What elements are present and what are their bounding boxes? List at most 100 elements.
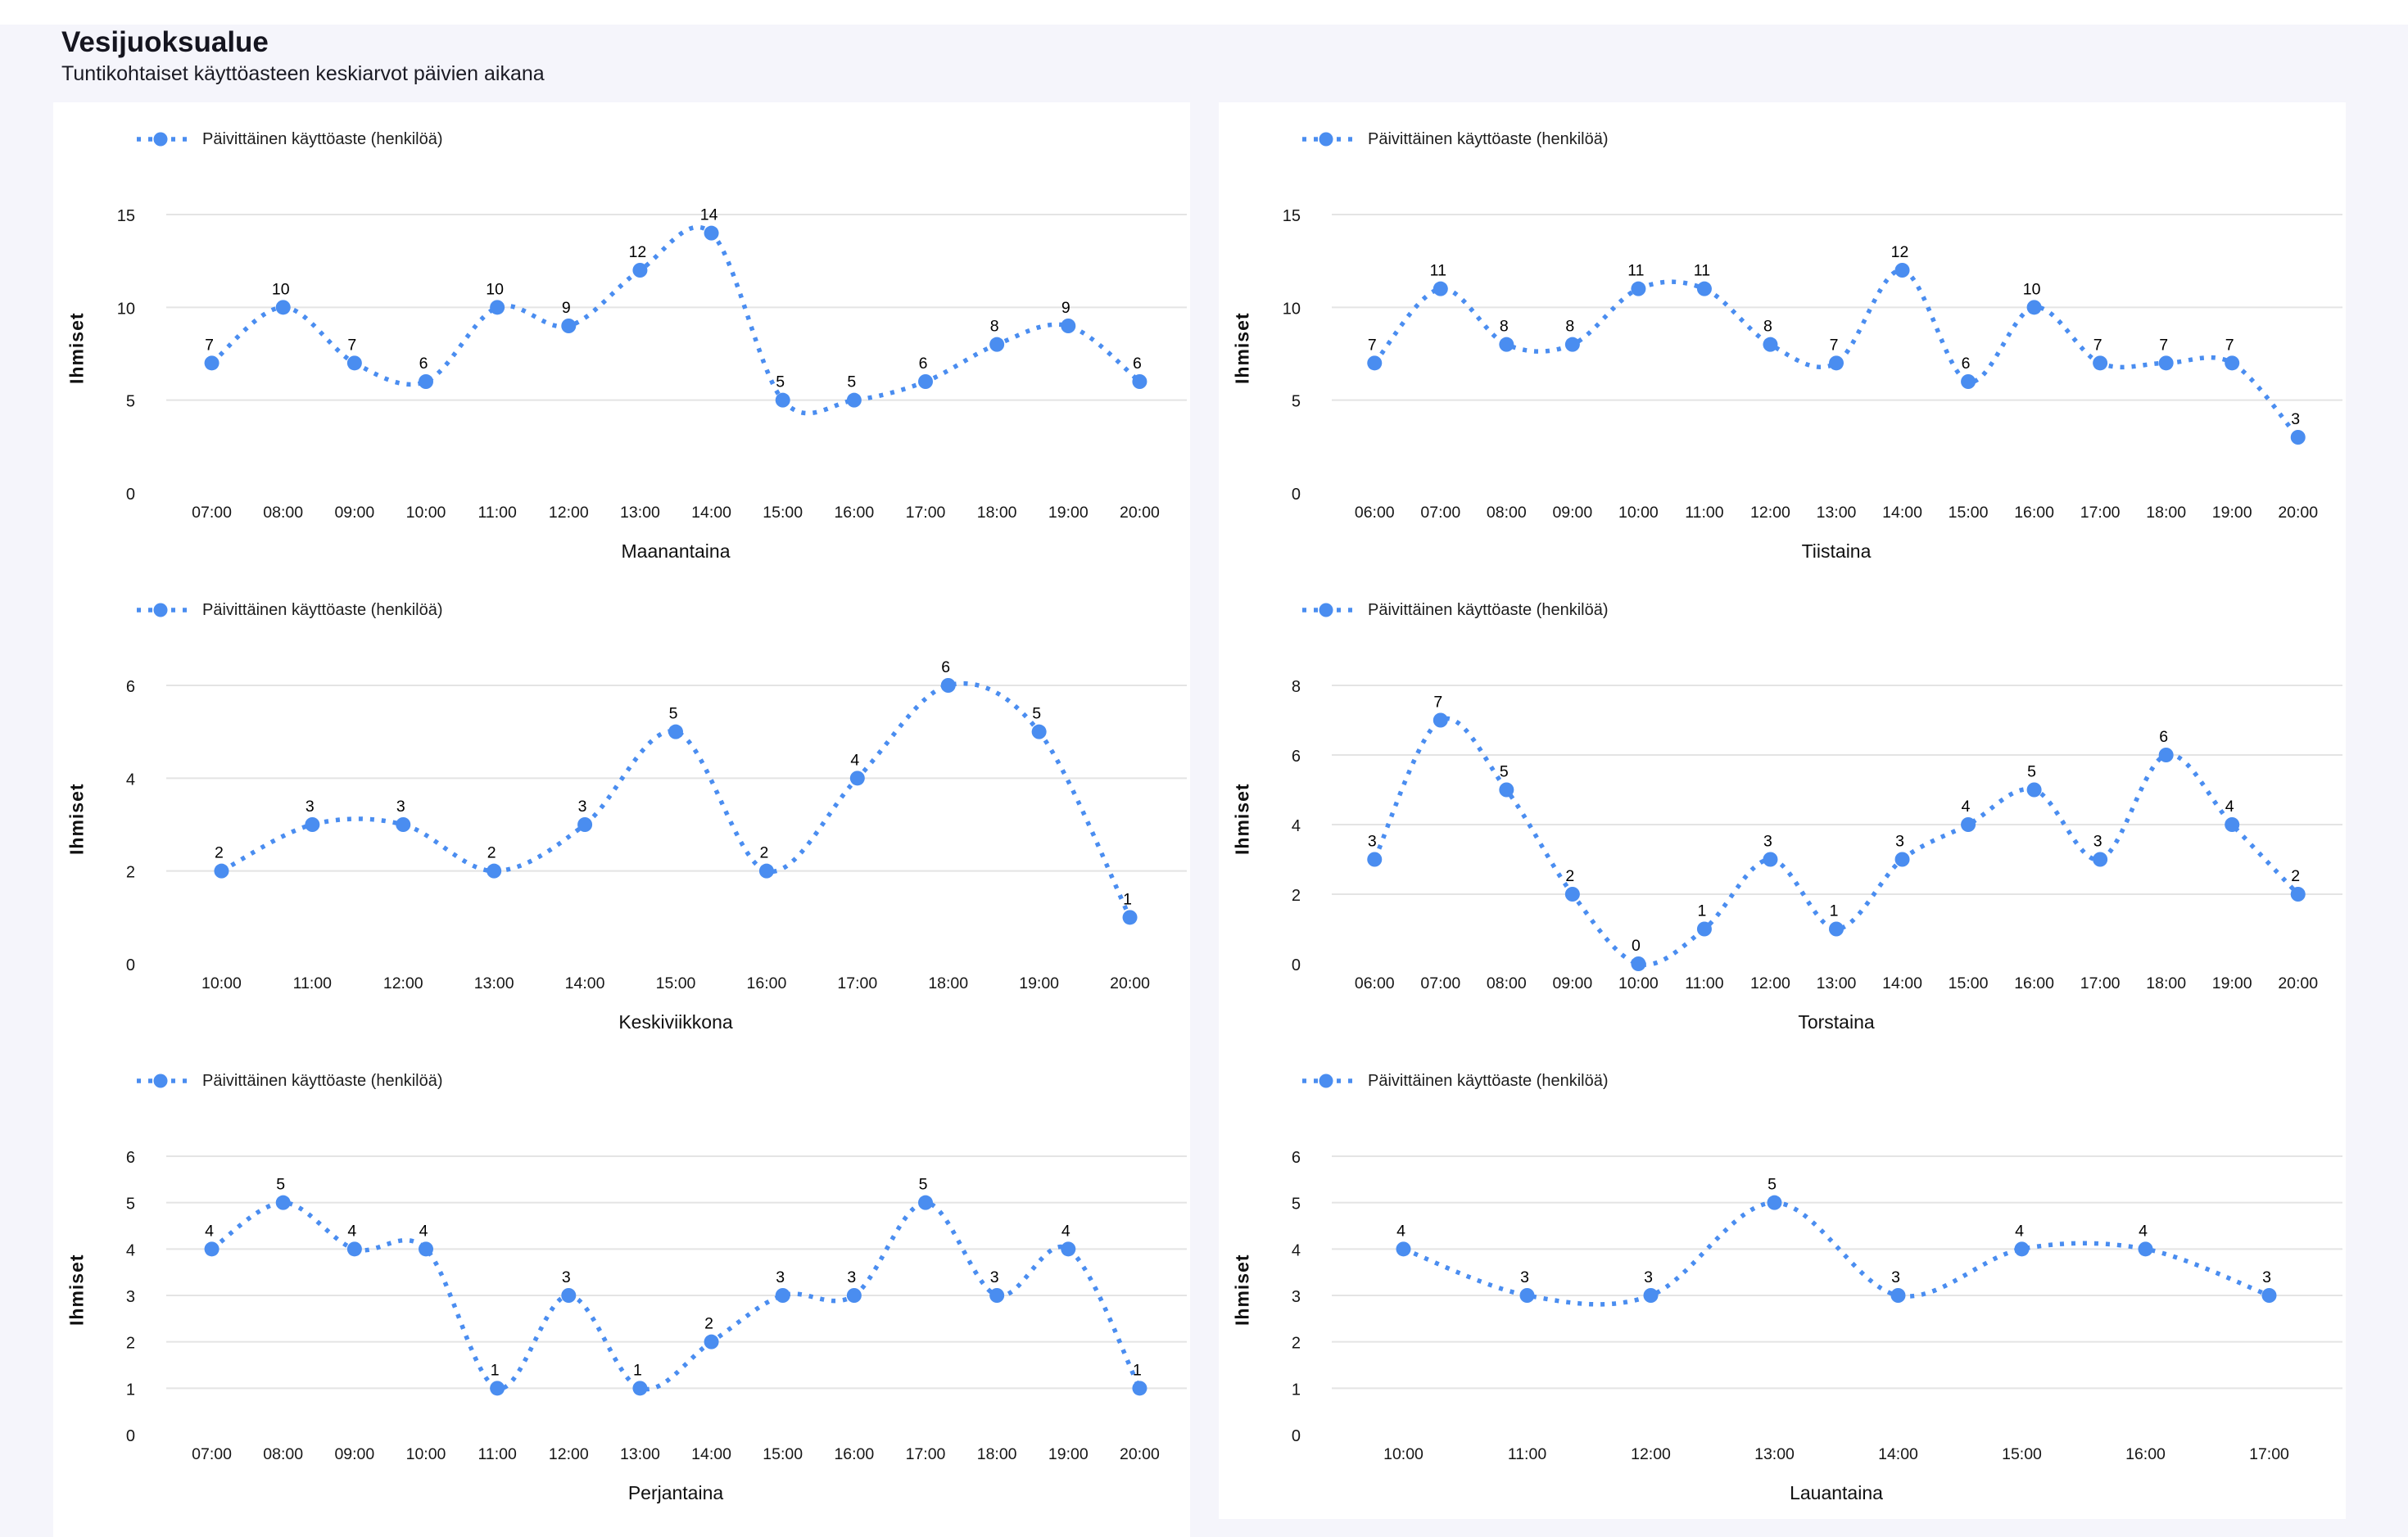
data-point[interactable]: [918, 1195, 933, 1210]
data-point[interactable]: [2014, 1241, 2030, 1257]
data-point[interactable]: [1031, 724, 1047, 739]
data-point[interactable]: [2093, 355, 2108, 371]
data-point[interactable]: [561, 1288, 577, 1303]
y-tick-label: 15: [117, 207, 135, 225]
data-point[interactable]: [490, 300, 505, 315]
data-point[interactable]: [918, 374, 933, 389]
data-point[interactable]: [204, 355, 220, 371]
data-point[interactable]: [577, 817, 593, 832]
data-point[interactable]: [1519, 1288, 1535, 1303]
data-point[interactable]: [1499, 782, 1514, 798]
data-point[interactable]: [2290, 887, 2306, 902]
data-point[interactable]: [1767, 1195, 1782, 1210]
chart-plot-tiistaina[interactable]: 0 5 10 15 06:00 07:00 08:00 09:00 10:00 11:00 12:0…: [1219, 188, 2346, 540]
data-point[interactable]: [396, 817, 411, 832]
data-point[interactable]: [940, 678, 956, 693]
data-point[interactable]: [668, 724, 683, 739]
data-point[interactable]: [346, 355, 362, 371]
data-point[interactable]: [632, 1381, 648, 1396]
data-point[interactable]: [1631, 281, 1646, 296]
data-point[interactable]: [1696, 921, 1712, 937]
y-tick-label: 4: [126, 1241, 135, 1259]
data-point[interactable]: [632, 263, 648, 278]
data-point[interactable]: [419, 374, 433, 389]
data-point[interactable]: [1367, 852, 1383, 867]
data-point[interactable]: [2093, 852, 2108, 867]
data-point[interactable]: [1132, 1381, 1147, 1396]
data-point[interactable]: [490, 1381, 505, 1396]
data-point[interactable]: [204, 1241, 220, 1257]
y-tick-label: 2: [126, 1335, 135, 1353]
data-point[interactable]: [849, 771, 865, 786]
data-point[interactable]: [1061, 319, 1076, 333]
data-point[interactable]: [2026, 782, 2042, 798]
data-point[interactable]: [2026, 300, 2042, 315]
x-tick-label: 11:00: [1685, 504, 1724, 522]
data-point[interactable]: [305, 817, 320, 832]
data-point[interactable]: [758, 863, 774, 879]
chart-plot-lauantaina[interactable]: 0 1 2 3 4 5 6 10:00 11:00 12:00 13:00 14:00 15:00 16:…: [1219, 1130, 2346, 1482]
data-point[interactable]: [1564, 337, 1580, 352]
chart-plot-perjantaina[interactable]: 0 1 2 3 4 5 6 07:00 08:00 09:00 10:00 11:00 12:00 13:…: [53, 1130, 1190, 1482]
data-point[interactable]: [1132, 374, 1147, 389]
data-point[interactable]: [1061, 1241, 1076, 1257]
data-point[interactable]: [275, 1195, 291, 1210]
data-point[interactable]: [561, 319, 577, 333]
data-point[interactable]: [419, 1241, 433, 1257]
data-point[interactable]: [1643, 1288, 1659, 1303]
data-point[interactable]: [1433, 281, 1448, 296]
x-tick-label: 20:00: [1110, 974, 1150, 992]
data-point[interactable]: [2225, 355, 2240, 371]
data-point[interactable]: [1631, 956, 1646, 971]
data-point[interactable]: [1122, 910, 1138, 925]
data-point[interactable]: [2138, 1241, 2153, 1257]
data-point[interactable]: [1433, 712, 1448, 728]
data-point[interactable]: [775, 392, 790, 408]
data-point[interactable]: [989, 1288, 1005, 1303]
data-point[interactable]: [1894, 852, 1910, 867]
data-point[interactable]: [704, 225, 719, 241]
data-point[interactable]: [1961, 817, 1976, 832]
data-point[interactable]: [214, 863, 229, 879]
x-tick-label: 11:00: [478, 1445, 517, 1463]
data-point[interactable]: [2261, 1288, 2277, 1303]
data-point-label: 8: [990, 318, 999, 336]
data-point[interactable]: [2158, 748, 2174, 762]
y-tick-label: 1: [1292, 1381, 1301, 1399]
data-point[interactable]: [1499, 337, 1514, 352]
y-tick-label: 10: [1283, 300, 1301, 318]
x-tick-label: 14:00: [1882, 974, 1922, 992]
data-point[interactable]: [346, 1241, 362, 1257]
x-tick-label: 17:00: [2080, 504, 2121, 522]
data-point[interactable]: [846, 1288, 862, 1303]
data-point[interactable]: [487, 863, 502, 879]
data-point[interactable]: [1894, 263, 1910, 278]
data-point[interactable]: [1696, 281, 1712, 296]
x-tick-label: 09:00: [1552, 504, 1592, 522]
data-point-label: 2: [2291, 867, 2300, 885]
data-point[interactable]: [846, 392, 862, 408]
data-point[interactable]: [1763, 337, 1778, 352]
y-tick-label: 2: [1292, 1335, 1301, 1353]
data-point[interactable]: [2225, 817, 2240, 832]
data-point[interactable]: [1829, 355, 1844, 371]
chart-plot-maanantaina[interactable]: 0 5 10 15 07:00 08:00 09:00 10:00 11:00 12:00 13:0…: [53, 188, 1190, 540]
chart-plot-torstaina[interactable]: 0 2 4 6 8 06:00 07:00 08:00 09:00 10:00 11:00 12:00…: [1219, 659, 2346, 1011]
data-point[interactable]: [704, 1334, 719, 1349]
data-point[interactable]: [775, 1288, 790, 1303]
legend-dotted-line-icon: [137, 1074, 188, 1088]
data-point[interactable]: [1961, 374, 1976, 389]
data-point[interactable]: [1396, 1241, 1411, 1257]
data-point[interactable]: [1829, 921, 1844, 937]
data-point[interactable]: [2158, 355, 2174, 371]
data-point[interactable]: [1763, 852, 1778, 867]
data-point-label: 3: [578, 798, 587, 816]
chart-plot-keskiviikkona[interactable]: 0 2 4 6 10:00 11:00 12:00 13:00 14:00 15:00 16:00 1…: [53, 659, 1190, 1011]
data-point[interactable]: [2290, 430, 2306, 445]
data-point[interactable]: [989, 337, 1005, 352]
data-point[interactable]: [1564, 887, 1580, 902]
data-point[interactable]: [275, 300, 291, 315]
legend-dotted-line-icon: [137, 603, 188, 617]
data-point[interactable]: [1367, 355, 1383, 371]
data-point[interactable]: [1890, 1288, 1906, 1303]
